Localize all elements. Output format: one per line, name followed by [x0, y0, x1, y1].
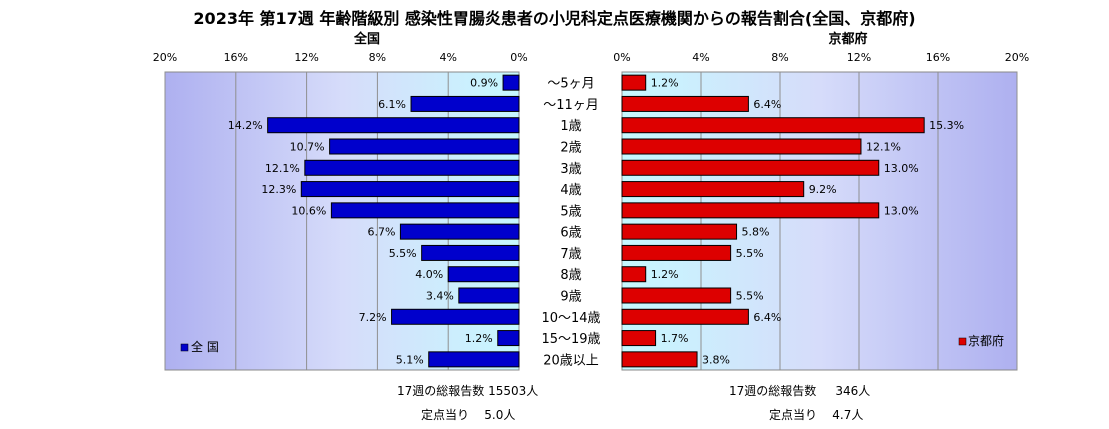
kyoto-bar: [621, 330, 657, 347]
kyoto-bar-label: 1.7%: [661, 332, 689, 345]
right-tick-label: 0%: [613, 51, 630, 64]
kyoto-bar: [621, 202, 880, 219]
category-label: 1歳: [560, 119, 581, 134]
kyoto-bar: [621, 159, 880, 176]
national-bar-label: 10.7%: [290, 141, 325, 154]
national-bar: [421, 244, 520, 261]
category-label: 5歳: [560, 204, 581, 219]
right-plot-area: [621, 71, 1018, 371]
national-bar: [399, 223, 520, 240]
category-label: 8歳: [560, 268, 581, 283]
kyoto-bar: [621, 181, 805, 198]
kyoto-bar-label: 6.4%: [753, 311, 781, 324]
right-panel-label: 京都府: [828, 31, 867, 47]
category-label: 4歳: [560, 183, 581, 198]
left-tick-label: 12%: [294, 51, 318, 64]
category-label: 20歳以上: [543, 353, 599, 368]
kyoto-legend-label: 京都府: [968, 333, 1004, 348]
chart-title: 2023年 第17週 年齢階級別 感染性胃腸炎患者の小児科定点医療機関からの報告…: [193, 9, 916, 28]
national-bar: [329, 138, 520, 155]
kyoto-bar: [621, 223, 738, 240]
kyoto-bar: [621, 74, 647, 91]
kyoto-bar: [621, 308, 749, 325]
kyoto-bar-label: 3.8%: [702, 353, 730, 366]
national-per-site-text: 定点当り 5.0人: [421, 408, 516, 422]
national-bar: [502, 74, 520, 91]
national-bar-label: 12.3%: [261, 183, 296, 196]
category-label: 10～14歳: [541, 311, 600, 326]
right-tick-label: 12%: [847, 51, 871, 64]
national-bar: [410, 95, 520, 112]
kyoto-bar-label: 13.0%: [884, 204, 919, 217]
kyoto-bar-label: 1.2%: [651, 77, 679, 90]
kyoto-bar: [621, 351, 698, 368]
kyoto-total-text: 17週の総報告数 346人: [729, 384, 871, 398]
kyoto-bar-label: 13.0%: [884, 162, 919, 175]
kyoto-bar: [621, 287, 732, 304]
kyoto-bar-label: 6.4%: [753, 98, 781, 111]
left-tick-label: 0%: [510, 51, 527, 64]
national-bar-label: 6.1%: [378, 98, 406, 111]
national-legend-label: 全 国: [191, 339, 219, 354]
kyoto-bar: [621, 266, 647, 283]
national-bar: [304, 159, 520, 176]
national-bar: [300, 181, 520, 198]
national-bar-label: 5.5%: [389, 247, 417, 260]
kyoto-bar: [621, 138, 862, 155]
national-legend-swatch: [180, 343, 189, 352]
kyoto-bar: [621, 95, 749, 112]
national-bar: [447, 266, 520, 283]
left-tick-label: 20%: [153, 51, 177, 64]
left-tick-label: 4%: [439, 51, 456, 64]
national-bar: [267, 117, 520, 134]
right-tick-label: 16%: [926, 51, 950, 64]
left-tick-label: 8%: [369, 51, 386, 64]
category-label: ～5ヶ月: [547, 77, 594, 92]
national-bar: [497, 330, 520, 347]
left-plot-area: [164, 71, 520, 371]
kyoto-bar-label: 15.3%: [929, 119, 964, 132]
national-bar-label: 4.0%: [415, 268, 443, 281]
kyoto-bar-label: 5.8%: [742, 226, 770, 239]
national-bar-label: 0.9%: [470, 77, 498, 90]
national-bar-label: 10.6%: [291, 204, 326, 217]
national-bar-label: 7.2%: [359, 311, 387, 324]
category-label: 2歳: [560, 141, 581, 156]
national-bar-label: 14.2%: [228, 119, 263, 132]
kyoto-legend-swatch: [958, 337, 967, 346]
kyoto-bar-label: 12.1%: [866, 141, 901, 154]
category-label: 6歳: [560, 226, 581, 241]
category-label: 3歳: [560, 162, 581, 177]
category-label: 15～19歳: [541, 332, 600, 347]
right-tick-label: 20%: [1005, 51, 1029, 64]
kyoto-bar: [621, 244, 732, 261]
national-total-text: 17週の総報告数 15503人: [397, 384, 539, 398]
kyoto-bar-label: 9.2%: [809, 183, 837, 196]
kyoto-bar-label: 5.5%: [736, 290, 764, 303]
left-panel-label: 全国: [353, 31, 380, 47]
kyoto-bar-label: 1.2%: [651, 268, 679, 281]
category-label: ～11ヶ月: [543, 98, 599, 113]
kyoto-bar: [621, 117, 925, 134]
kyoto-per-site-text: 定点当り 4.7人: [769, 408, 864, 422]
kyoto-bar-label: 5.5%: [736, 247, 764, 260]
national-bar-label: 1.2%: [465, 332, 493, 345]
national-bar: [391, 308, 520, 325]
national-bar-label: 3.4%: [426, 290, 454, 303]
national-bar: [428, 351, 520, 368]
national-bar-label: 6.7%: [367, 226, 395, 239]
national-bar: [458, 287, 520, 304]
left-tick-label: 16%: [224, 51, 248, 64]
right-tick-label: 4%: [692, 51, 709, 64]
national-bar: [330, 202, 520, 219]
national-bar-label: 12.1%: [265, 162, 300, 175]
category-label: 9歳: [560, 290, 581, 305]
category-label: 7歳: [560, 247, 581, 262]
national-bar-label: 5.1%: [396, 353, 424, 366]
right-tick-label: 8%: [771, 51, 788, 64]
